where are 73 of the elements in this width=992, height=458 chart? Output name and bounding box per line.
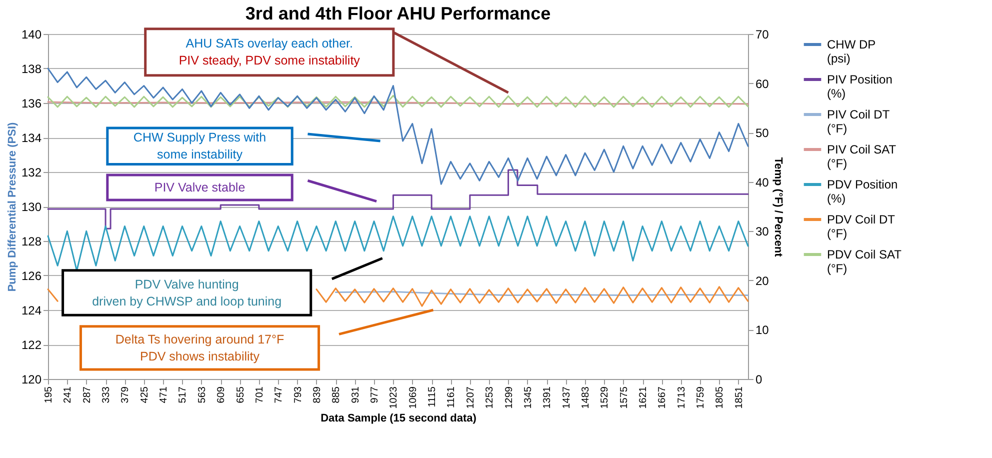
legend-label: PIV Position (%) — [827, 72, 892, 100]
chart-title: 3rd and 4th Floor AHU Performance — [245, 4, 551, 24]
line-series — [47, 94, 749, 108]
x-tick-label: 655 — [235, 386, 246, 404]
y-tick-label: 126 — [21, 269, 42, 283]
y-tick-label: 134 — [21, 131, 42, 145]
annotation: Delta Ts hovering around 17°F PDV shows instability — [115, 332, 284, 364]
x-tick-label: 701 — [254, 386, 266, 404]
y-tick-label: 138 — [21, 62, 42, 76]
x-tick-label: 1483 — [580, 386, 592, 409]
y-tick-label: 132 — [21, 166, 42, 180]
x-tick-label: 333 — [101, 386, 112, 404]
legend-label: PDV Coil DT (°F) — [827, 212, 896, 240]
y2-tick-label: 70 — [756, 28, 770, 42]
line-series — [47, 216, 749, 272]
x-tick-label: 1207 — [465, 386, 476, 409]
legend-label: PDV Position (%) — [827, 178, 898, 206]
x-tick-label: 1115 — [427, 386, 438, 408]
y-tick-label: 130 — [21, 200, 42, 214]
x-tick-label: 1575 — [618, 386, 630, 409]
y2-tick-label: 20 — [756, 274, 770, 288]
x-tick-label: 793 — [292, 386, 304, 404]
x-tick-label: 931 — [350, 386, 362, 404]
y-tick-label: 136 — [21, 96, 42, 110]
x-tick-label: 379 — [120, 386, 132, 404]
y-tick-label: 120 — [21, 372, 42, 386]
y-tick-label: 124 — [21, 304, 42, 318]
y2-tick-label: 50 — [756, 126, 770, 140]
y2-axis-title: Temp (°F) / Percent — [772, 157, 784, 258]
annotation: PIV Valve stable — [154, 180, 246, 195]
legend-label: PDV Coil SAT (°F) — [827, 248, 902, 276]
x-tick-label: 287 — [82, 386, 93, 404]
y2-tick-label: 60 — [756, 76, 770, 91]
x-tick-label: 1299 — [504, 386, 515, 409]
y-axis-title: Pump Differential Pressure (PSI) — [6, 122, 18, 292]
x-tick-label: 517 — [178, 386, 189, 404]
x-tick-label: 885 — [331, 386, 342, 404]
y-tick-label: 122 — [21, 338, 42, 352]
annotation: CHW Supply Press with some instability — [133, 130, 266, 162]
x-tick-label: 1713 — [676, 386, 688, 409]
x-axis-title: Data Sample (15 second data) — [320, 412, 477, 425]
y2-tick-label: 30 — [756, 224, 770, 239]
x-tick-label: 1069 — [408, 386, 419, 409]
x-tick-label: 1529 — [600, 386, 611, 409]
x-tick-label: 609 — [216, 386, 228, 404]
x-tick-label: 1805 — [714, 386, 726, 409]
x-tick-label: 1621 — [638, 386, 650, 409]
x-tick-label: 1391 — [542, 386, 554, 409]
y2-tick-label: 40 — [756, 175, 770, 190]
annotation: PDV Valve hunting driven by CHWSP and loop tuning — [92, 277, 282, 308]
x-tick-label: 241 — [62, 386, 74, 404]
y-tick-label: 128 — [21, 234, 42, 248]
y2-tick-label: 0 — [756, 372, 762, 386]
legend-label: PIV Coil DT (°F) — [827, 108, 890, 136]
x-tick-label: 195 — [44, 386, 54, 404]
x-tick-label: 839 — [312, 386, 323, 404]
x-tick-label: 1667 — [657, 386, 668, 409]
x-tick-label: 977 — [370, 386, 381, 404]
x-tick-label: 1851 — [734, 386, 745, 409]
x-tick-label: 1161 — [446, 386, 458, 408]
x-tick-label: 1345 — [522, 386, 534, 409]
x-tick-label: 1759 — [696, 386, 707, 409]
x-tick-label: 1253 — [484, 386, 496, 409]
x-tick-label: 563 — [196, 386, 208, 404]
x-tick-label: 747 — [274, 386, 285, 404]
x-tick-label: 1437 — [561, 386, 572, 409]
x-tick-label: 471 — [158, 386, 170, 404]
x-tick-label: 425 — [139, 386, 150, 404]
x-tick-label: 1023 — [388, 386, 400, 409]
y-tick-label: 140 — [21, 28, 42, 42]
legend-label: PIV Coil SAT (°F) — [827, 142, 897, 170]
y2-tick-label: 10 — [756, 323, 770, 338]
legend-label: CHW DP (psi) — [827, 38, 876, 66]
